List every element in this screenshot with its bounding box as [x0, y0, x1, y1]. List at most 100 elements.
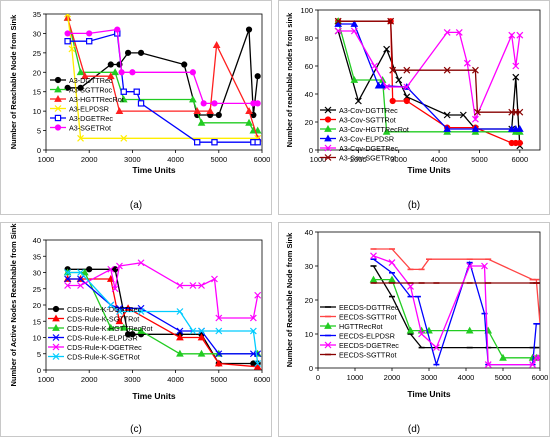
panel-label: (d) — [408, 424, 420, 435]
data-point — [211, 139, 218, 146]
data-point — [443, 111, 451, 119]
y-tick-label: 0 — [37, 146, 41, 155]
legend-label: A3-Cov-SGETRot — [339, 153, 396, 162]
legend-marker — [54, 85, 62, 93]
data-point — [403, 66, 411, 74]
data-point — [64, 30, 71, 37]
data-point — [212, 41, 221, 48]
legend-label: A3-HGTTRecRot — [69, 95, 124, 104]
data-point — [129, 331, 136, 338]
legend-marker — [324, 154, 332, 161]
data-point — [77, 275, 84, 283]
x-axis-label: Time Units — [132, 165, 176, 175]
data-point — [176, 308, 184, 315]
legend-label: A3-DGETRec — [69, 114, 113, 123]
chart-panel-2: 0 20 40 60 80 100 1000 2000 3000 4000 5000 6000 Time… — [278, 0, 550, 215]
data-point — [86, 266, 93, 273]
y-tick-label: 10 — [33, 107, 41, 116]
data-point — [516, 31, 524, 39]
x-tick-label: 6000 — [511, 155, 528, 164]
legend-label: CDS-Rule-K-ELPDSR — [67, 333, 138, 342]
legend-marker — [324, 144, 332, 152]
data-point — [463, 59, 471, 67]
data-point — [112, 266, 119, 273]
y-axis-label: Number of Active Nodes Reachable from Si… — [9, 223, 18, 387]
legend-label: A3-SGETRot — [69, 123, 111, 132]
data-point — [254, 73, 261, 80]
legend-label: A3-Cov-HGTTRecRot — [339, 125, 409, 134]
x-tick-label: 3000 — [390, 155, 407, 164]
y-tick-label: 10 — [33, 334, 41, 343]
x-tick-label: 6000 — [254, 375, 271, 384]
y-tick-label: 20 — [305, 118, 313, 127]
data-point — [403, 83, 411, 91]
series-a3-cov-dgetrec — [334, 27, 524, 123]
y-tick-label: 20 — [33, 68, 41, 77]
data-point — [249, 327, 257, 335]
data-point — [198, 282, 205, 289]
legend-label: EECDS-DGTTRec — [339, 303, 399, 312]
legend-marker — [324, 134, 332, 142]
data-point — [64, 282, 72, 289]
data-point — [120, 88, 127, 95]
x-tick-label: 3000 — [421, 373, 438, 382]
x-axis-label: Time Units — [407, 389, 451, 399]
data-point — [459, 111, 467, 119]
data-point — [194, 139, 201, 146]
data-point — [443, 66, 451, 74]
legend-marker — [52, 305, 60, 313]
data-point — [215, 350, 223, 358]
data-point — [137, 326, 145, 334]
legend-label: CDS-Rule-K-SGETRot — [67, 352, 140, 361]
data-point — [529, 361, 537, 368]
legend-label: A3-Cov-ELPDSR — [339, 134, 394, 143]
data-point — [116, 308, 123, 315]
data-point — [471, 124, 480, 132]
legend-label: HGTTRecRot — [339, 322, 383, 331]
data-point — [406, 326, 415, 334]
y-tick-label: 10 — [305, 330, 313, 339]
series-line — [372, 265, 537, 349]
y-tick-label: 0 — [37, 366, 41, 375]
data-point — [215, 327, 223, 335]
x-tick-label: 2000 — [350, 155, 367, 164]
y-tick-label: 80 — [305, 34, 313, 43]
data-point — [176, 349, 184, 357]
data-point — [111, 68, 119, 76]
data-point — [115, 107, 124, 115]
data-point — [245, 26, 253, 33]
data-point — [198, 327, 205, 335]
data-point — [254, 291, 262, 299]
data-point — [499, 353, 507, 361]
y-tick-label: 15 — [33, 88, 41, 97]
legend-marker — [52, 314, 60, 322]
data-point — [354, 97, 362, 105]
legend-label: A3-DGTTRec — [69, 76, 113, 85]
series-a3-sgetrot — [64, 26, 261, 107]
legend-marker — [324, 116, 332, 123]
legend-label: A3-Cov-SGTTRot — [339, 115, 396, 124]
data-point — [466, 262, 474, 270]
series-line — [338, 20, 520, 113]
series-a3-dgetrec — [64, 30, 261, 146]
data-point — [370, 252, 377, 260]
data-point — [85, 37, 93, 45]
data-point — [176, 333, 184, 341]
plot-area — [45, 13, 263, 151]
panel-label: (b) — [408, 200, 420, 211]
legend: CDS-Rule-K-DGTTRecCDS-Rule-K-SGTTRotCDS-… — [48, 305, 152, 361]
data-point — [516, 139, 523, 147]
data-point — [81, 72, 89, 80]
legend-label: A3-ELPDSR — [69, 104, 109, 113]
series-eecds-dgttrec — [370, 265, 540, 349]
legend-label: EECDS-SGTTRot — [339, 350, 397, 359]
data-point — [388, 259, 396, 267]
data-point — [107, 61, 114, 68]
data-point — [115, 317, 124, 325]
data-point — [512, 62, 520, 70]
y-tick-label: 0 — [309, 364, 313, 373]
data-point — [254, 100, 261, 107]
x-tick-label: 5000 — [210, 155, 227, 164]
y-tick-label: 30 — [33, 29, 41, 38]
